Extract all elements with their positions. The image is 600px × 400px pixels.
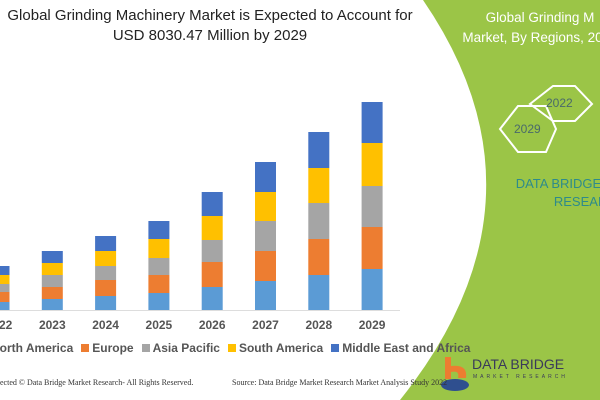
bar-2025-europe [148,275,170,293]
green-panel [400,0,600,400]
logo-text: DATA BRIDGE [472,356,565,372]
bar-2027-middle-east-and-africa [255,162,276,192]
bar-2023-europe [41,287,63,299]
bar-2024-middle-east-and-africa [95,236,117,251]
bar-2022-europe [0,292,10,302]
bar-2026-asia-pacific [201,240,223,262]
legend-label: Asia Pacific [152,341,220,355]
bar-2028-south-america [308,168,330,203]
bar-2024-south-america [95,251,117,266]
bar-2026-middle-east-and-africa [201,192,223,216]
bar-2028-middle-east-and-africa [308,132,330,168]
legend-item: Middle East and Africa [331,341,470,355]
legend-item: South America [227,341,324,355]
legend: North America Europe Asia Pacific South Ame… [0,341,470,355]
legend-label: South America [238,341,324,355]
bar-2025-south-america [148,239,170,258]
x-tick-label: 2026 [198,318,226,332]
x-tick-label: 2022 [0,318,13,332]
legend-swatch [81,344,90,352]
bar-2023-asia-pacific [41,275,63,287]
chart-title: Global Grinding Machinery Market is Expe… [0,6,420,46]
bar-2027-asia-pacific [255,221,276,251]
bar-2028-asia-pacific [308,203,330,239]
bar-2026-north-america [201,287,223,310]
bar-2023-north-america [41,299,63,310]
bar-2029-europe [361,227,383,269]
legend-swatch [141,344,150,352]
copyright-text: ected © Data Bridge Market Research- All… [0,378,194,387]
x-tick-label: 2028 [305,318,333,332]
panel-title-line-2: Market, By Regions, 2022 [462,30,600,45]
bar-2024-europe [95,280,117,296]
bar-2025-asia-pacific [148,258,170,275]
bar-2023-south-america [41,263,63,275]
bar-2028-europe [308,239,330,275]
bar-2027-south-america [255,192,276,221]
title-line-2: USD 8030.47 Million by 2029 [112,27,308,44]
logo-subtext: MARKET RESEARCH [473,374,568,380]
bar-2025-north-america [148,293,170,310]
bar-2022-north-america [0,302,10,310]
x-tick-label: 2029 [358,318,386,332]
legend-item: North America [0,341,73,355]
legend-label: Middle East and Africa [342,341,471,355]
legend-swatch [227,344,236,352]
brand-line-2: RESEARCH [553,194,600,209]
bar-2023-middle-east-and-africa [41,251,63,263]
bars [0,102,383,310]
bar-2025-middle-east-and-africa [148,221,170,239]
bar-2024-asia-pacific [95,266,117,280]
bar-2029-middle-east-and-africa [361,102,383,143]
bar-2027-north-america [255,281,276,310]
bar-2022-south-america [0,275,10,284]
legend-label: North America [0,341,74,355]
bar-2026-europe [201,262,223,287]
x-tick-label: 2025 [145,318,173,332]
bar-2022-asia-pacific [0,284,10,292]
x-tick-label: 2027 [252,318,279,332]
panel-title-line-1: Global Grinding M [485,10,595,25]
bar-2026-south-america [201,216,223,240]
hex-label-2022: 2022 [546,96,573,110]
bar-2029-south-america [361,143,383,186]
legend-label: Europe [92,341,134,355]
bar-2029-north-america [361,269,383,310]
bar-2028-north-america [308,275,330,310]
bar-2027-europe [255,251,276,281]
x-tick-label: 2023 [38,318,66,332]
hex-2029 [498,105,558,153]
bar-2024-north-america [95,296,117,310]
brand-line-1: DATA BRIDGE MA [515,176,600,191]
bar-2022-middle-east-and-africa [0,266,10,275]
panel-title: Global Grinding M Market, By Regions, 20… [440,8,600,48]
x-tick-label: 2024 [92,318,119,332]
logo-icon [441,357,469,391]
source-text: Source: Data Bridge Market Research Mark… [232,378,448,387]
panel-brand: DATA BRIDGE MA RESEARCH [470,175,600,211]
hex-label-2029: 2029 [514,122,541,136]
title-line-1: Global Grinding Machinery Market is Expe… [7,7,413,24]
legend-item: Asia Pacific [141,341,220,355]
legend-item: Europe [81,341,134,355]
legend-swatch [331,344,340,352]
bar-2029-asia-pacific [361,186,383,227]
